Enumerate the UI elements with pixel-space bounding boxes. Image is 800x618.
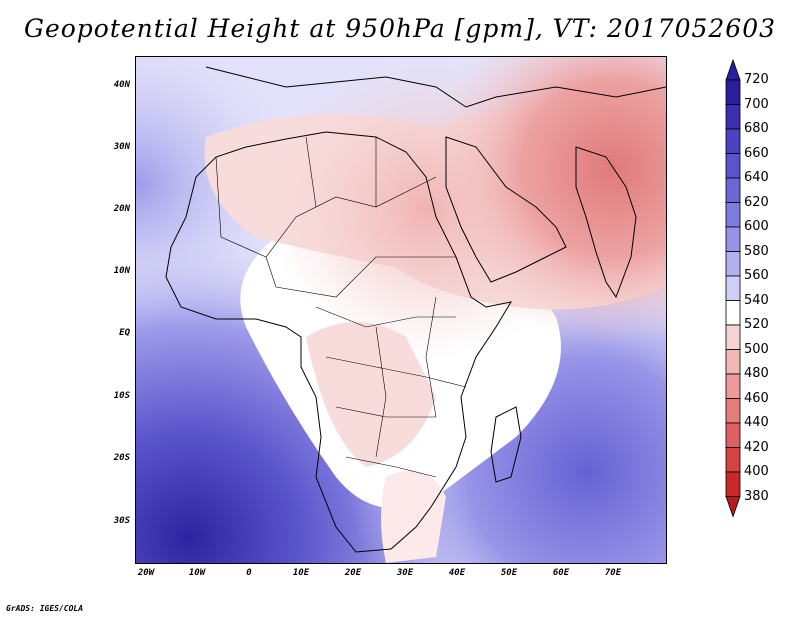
lat-label-10n: 10N [113,266,130,276]
colorbar-segment [725,177,741,203]
colorbar-tick-label: 640 [744,170,769,185]
colorbar-tick-label: 420 [744,439,769,455]
colorbar-segment [725,398,741,424]
colorbar-segment [725,153,741,179]
south-africa-field [381,470,446,563]
lat-label-20n: 20N [113,204,130,214]
colorbar-segment [725,202,741,228]
lat-label-20s: 20S [113,453,130,463]
arabia-coastline [445,136,567,283]
lat-label-eq: EQ [119,328,130,338]
colorbar-tick-label: 620 [744,194,769,210]
colorbar-tick-label: 700 [744,96,769,112]
colorbar-tick-label: 680 [744,121,769,136]
colorbar-segment [725,300,741,326]
colorbar-tick-label: 560 [744,268,769,283]
colorbar-tick-label: 400 [744,464,769,479]
colorbar-tick-label: 540 [744,292,769,308]
north-coastline [205,66,666,108]
lon-label-20e: 20E [344,568,362,578]
colorbar-segment [725,471,741,497]
colorbar-tick-label: 660 [744,145,769,161]
colorbar-tick-label: 500 [744,341,769,357]
colorbar-tick-label: 380 [744,488,769,504]
lat-label-40n: 40N [113,80,130,90]
lon-label-20w: 20W [137,568,155,578]
colorbar-tick-label: 600 [744,219,769,234]
colorbar-segment [725,324,741,350]
central-africa-field [306,322,436,467]
map-title: Geopotential Height at 950hPa [gpm], VT:… [23,14,777,43]
lat-label-10s: 10S [113,391,130,401]
india-coastline [575,146,637,299]
colorbar-segment [725,79,741,105]
colorbar-segment [725,226,741,252]
colorbar-tick-label: 440 [744,415,769,430]
colorbar-tick-label: 580 [744,243,769,259]
lon-label-0: 0 [246,568,252,578]
lon-label-10w: 10W [188,568,206,578]
country-borders [215,136,467,478]
colorbar-segment [725,275,741,301]
grads-credit: GrADS: IGES/COLA [6,604,84,613]
colorbar-tick-label: 480 [744,366,769,381]
colorbar-segment [725,373,741,399]
colorbar-segment [725,251,741,277]
colorbar-tick-label: 720 [744,72,769,87]
lon-label-10e: 10E [292,568,310,578]
lon-label-50e: 50E [500,568,518,578]
colorbar-segment [725,349,741,375]
lat-label-30s: 30S [113,516,130,526]
colorbar [725,58,741,518]
colorbar-top-arrow [725,58,741,81]
lon-label-30e: 30E [396,568,414,578]
colorbar-bottom-arrow [725,496,741,518]
map-panel [135,56,667,564]
colorbar-segment [725,447,741,473]
africa-coastline [165,131,513,553]
colorbar-segment [725,422,741,448]
coastlines [165,66,666,553]
geopotential-map [136,57,666,563]
colorbar-segment [725,104,741,130]
colorbar-tick-label: 460 [744,390,769,406]
lon-label-60e: 60E [552,568,570,578]
lon-label-70e: 70E [604,568,622,578]
colorbar-tick-label: 520 [744,317,769,332]
colorbar-segment [725,128,741,154]
lat-label-30n: 30N [113,142,130,152]
madagascar-coastline [490,406,522,483]
lon-label-40e: 40E [448,568,466,578]
